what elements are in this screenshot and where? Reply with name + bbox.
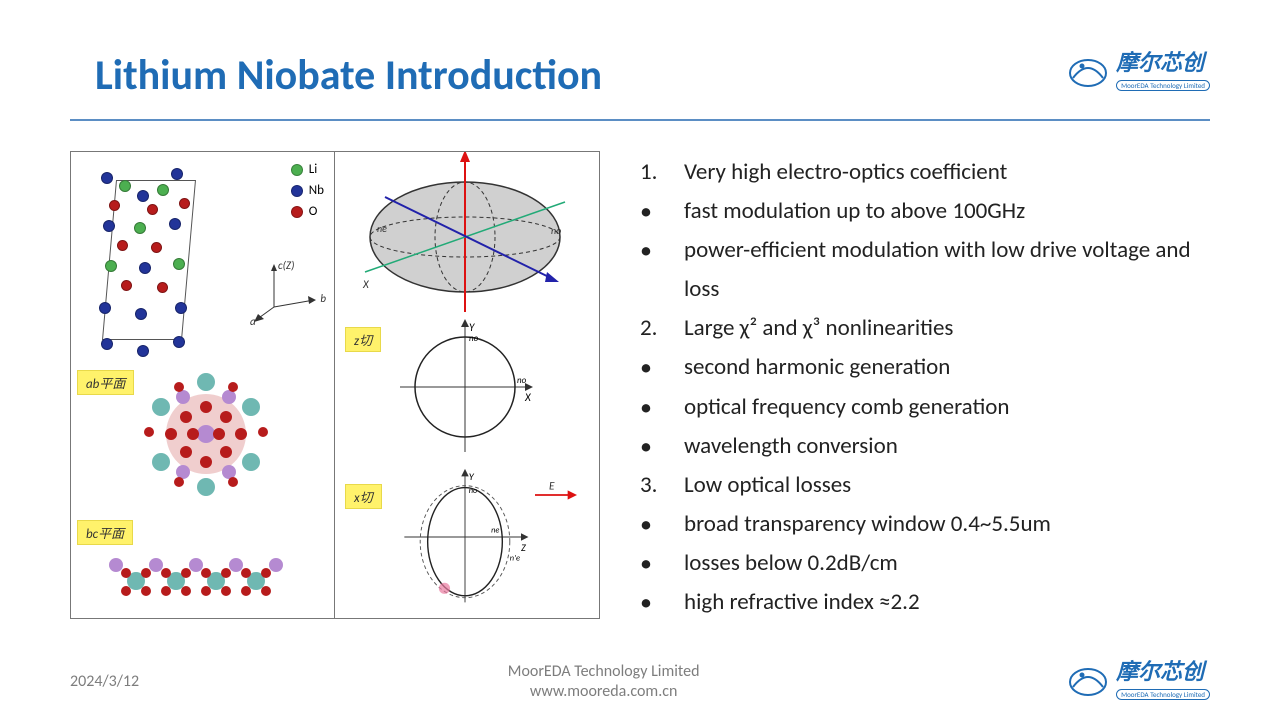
bullet-1a: fast modulation up to above 100GHz bbox=[640, 192, 1210, 231]
svg-text:no: no bbox=[469, 486, 478, 496]
axis-c-label: c(Z) bbox=[278, 259, 294, 272]
logo-text: 摩尔芯创 MoorEDA Technology Limited bbox=[1116, 52, 1210, 93]
axis-a-label: a bbox=[250, 315, 256, 328]
bullet-list: Very high electro-optics coefficient fas… bbox=[640, 151, 1210, 622]
index-ellipsoid: X no ne bbox=[355, 162, 575, 312]
footer-center: MoorEDA Technology Limited www.mooreda.c… bbox=[508, 662, 700, 702]
axis-3d: c(Z) b a bbox=[254, 262, 324, 322]
footer-website: www.mooreda.com.cn bbox=[508, 682, 700, 702]
svg-text:no: no bbox=[469, 333, 479, 344]
svg-text:n'e: n'e bbox=[510, 553, 520, 563]
legend-li: Li bbox=[291, 162, 324, 177]
slide: Lithium Niobate Introduction 摩尔芯创 MoorED… bbox=[0, 0, 1280, 718]
optical-panel: X no ne z切 Y X no bbox=[335, 152, 599, 618]
tag-bc: bc平面 bbox=[77, 520, 133, 545]
atom-legend: Li Nb O bbox=[291, 162, 324, 225]
tag-xcut: x切 bbox=[345, 484, 382, 509]
tag-zcut: z切 bbox=[345, 327, 381, 352]
bullet-3b: losses below 0.2dB/cm bbox=[640, 544, 1210, 583]
crystal-panel: Li Nb O bbox=[71, 152, 335, 618]
slide-title: Lithium Niobate Introduction bbox=[70, 50, 1210, 101]
logo-bottom: 摩尔芯创 MoorEDA Technology Limited bbox=[1068, 661, 1210, 702]
svg-text:no: no bbox=[517, 375, 527, 386]
legend-li-label: Li bbox=[309, 162, 317, 177]
figure-panel: Li Nb O bbox=[70, 151, 600, 619]
bullet-3a: broad transparency window 0.4~5.5um bbox=[640, 505, 1210, 544]
logo-mark-icon bbox=[1068, 56, 1108, 90]
legend-nb: Nb bbox=[291, 183, 324, 198]
svg-text:ne: ne bbox=[377, 222, 387, 235]
axis-b-label: b bbox=[320, 292, 326, 305]
svg-text:Y: Y bbox=[469, 470, 475, 483]
svg-text:ne: ne bbox=[491, 525, 499, 535]
logo-top: 摩尔芯创 MoorEDA Technology Limited bbox=[1068, 52, 1210, 93]
title-rule bbox=[70, 119, 1210, 121]
bullet-1: Very high electro-optics coefficient bbox=[640, 153, 1210, 192]
legend-nb-label: Nb bbox=[309, 183, 324, 198]
footer: 2024/3/12 MoorEDA Technology Limited www… bbox=[0, 661, 1280, 702]
footer-date: 2024/3/12 bbox=[70, 672, 139, 691]
svg-text:no: no bbox=[551, 224, 561, 237]
bullet-2a: second harmonic generation bbox=[640, 348, 1210, 387]
bullet-3c: high refractive index ≈2.2 bbox=[640, 583, 1210, 622]
bullet-2: Large χ² and χ³ nonlinearities bbox=[640, 309, 1210, 348]
logo-en: MoorEDA Technology Limited bbox=[1116, 80, 1210, 91]
logo-mark-icon bbox=[1068, 665, 1108, 699]
bc-chain bbox=[101, 553, 301, 608]
bullet-3: Low optical losses bbox=[640, 466, 1210, 505]
bullet-1b: power-efficient modulation with low driv… bbox=[640, 231, 1210, 309]
svg-text:E: E bbox=[549, 479, 555, 493]
logo-cn: 摩尔芯创 bbox=[1116, 52, 1210, 74]
hexagonal-cluster bbox=[121, 362, 291, 507]
svg-text:X: X bbox=[524, 391, 532, 404]
bullet-2c: wavelength conversion bbox=[640, 427, 1210, 466]
logo-en-bottom: MoorEDA Technology Limited bbox=[1116, 689, 1210, 700]
legend-o: O bbox=[291, 204, 324, 219]
zcut-section: Y X no no bbox=[395, 317, 535, 457]
legend-o-label: O bbox=[309, 204, 318, 219]
lattice-3d bbox=[79, 160, 229, 360]
svg-text:X: X bbox=[362, 278, 370, 291]
content-row: Li Nb O bbox=[70, 151, 1210, 622]
bullet-2b: optical frequency comb generation bbox=[640, 388, 1210, 427]
svg-text:Z: Z bbox=[521, 541, 527, 554]
xcut-section: E Y Z no ne n'e bbox=[395, 467, 535, 607]
footer-company: MoorEDA Technology Limited bbox=[508, 662, 700, 682]
logo-cn-bottom: 摩尔芯创 bbox=[1116, 661, 1210, 683]
